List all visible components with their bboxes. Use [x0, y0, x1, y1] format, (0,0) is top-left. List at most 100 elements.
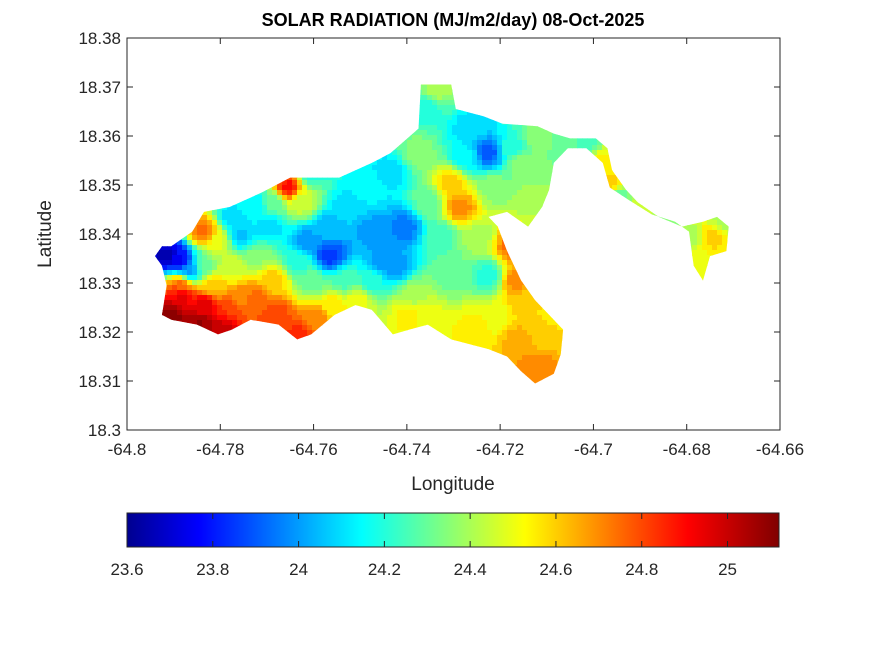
field-cell — [482, 240, 488, 246]
field-cell — [202, 215, 208, 221]
field-cell — [432, 220, 438, 226]
field-cell — [542, 140, 548, 146]
field-cell — [467, 110, 473, 116]
field-cell — [502, 175, 508, 181]
field-cell — [252, 260, 258, 266]
field-cell — [397, 265, 403, 271]
field-cell — [392, 260, 398, 266]
field-cell — [502, 265, 508, 271]
field-cell — [612, 180, 618, 186]
field-cell — [457, 265, 463, 271]
field-cell — [567, 145, 573, 151]
field-cell — [707, 220, 713, 226]
field-cell — [287, 250, 293, 256]
field-cell — [452, 145, 458, 151]
field-cell — [277, 205, 283, 211]
field-cell — [482, 235, 488, 241]
field-cell — [342, 240, 348, 246]
field-cell — [497, 150, 503, 156]
field-cell — [257, 200, 263, 206]
field-cell — [437, 165, 443, 171]
field-cell — [467, 200, 473, 206]
field-cell — [502, 140, 508, 146]
field-cell — [712, 245, 718, 251]
field-cell — [432, 170, 438, 176]
field-cell — [382, 210, 388, 216]
field-cell — [287, 230, 293, 236]
field-cell — [447, 100, 453, 106]
field-cell — [297, 225, 303, 231]
field-cell — [217, 245, 223, 251]
field-cell — [252, 240, 258, 246]
field-cell — [442, 195, 448, 201]
field-cell — [412, 155, 418, 161]
field-cell — [207, 235, 213, 241]
field-cell — [192, 265, 198, 271]
field-cell — [172, 255, 178, 261]
field-cell — [272, 195, 278, 201]
field-cell — [257, 215, 263, 221]
field-cell — [332, 245, 338, 251]
field-cell — [337, 240, 343, 246]
field-cell — [547, 180, 553, 186]
field-cell — [307, 210, 313, 216]
field-cell — [492, 245, 498, 251]
field-cell — [242, 225, 248, 231]
field-cell — [292, 180, 298, 186]
field-cell — [312, 255, 318, 261]
field-cell — [317, 225, 323, 231]
field-cell — [262, 215, 268, 221]
field-cell — [547, 150, 553, 156]
field-cell — [692, 255, 698, 261]
field-cell — [477, 190, 483, 196]
field-cell — [372, 175, 378, 181]
field-cell — [367, 265, 373, 271]
field-cell — [177, 260, 183, 266]
field-cell — [287, 220, 293, 226]
field-cell — [457, 140, 463, 146]
field-cell — [457, 160, 463, 166]
field-cell — [162, 265, 168, 271]
field-cell — [242, 250, 248, 256]
field-cell — [257, 205, 263, 211]
field-cell — [362, 185, 368, 191]
field-cell — [487, 220, 493, 226]
field-cell — [347, 175, 353, 181]
field-cell — [197, 240, 203, 246]
field-cell — [407, 140, 413, 146]
field-cell — [472, 120, 478, 126]
field-cell — [422, 135, 428, 141]
field-cell — [357, 215, 363, 221]
field-cell — [362, 265, 368, 271]
field-cell — [252, 235, 258, 241]
field-cell — [272, 200, 278, 206]
field-cell — [447, 265, 453, 271]
field-cell — [557, 150, 563, 156]
field-cell — [497, 135, 503, 141]
field-cell — [257, 250, 263, 256]
field-cell — [322, 255, 328, 261]
field-cell — [272, 220, 278, 226]
field-cell — [542, 130, 548, 136]
field-cell — [462, 115, 468, 121]
field-cell — [397, 195, 403, 201]
field-cell — [447, 130, 453, 136]
field-cell — [442, 155, 448, 161]
field-cell — [422, 255, 428, 261]
field-cell — [247, 255, 253, 261]
field-cell — [172, 260, 178, 266]
field-cell — [497, 195, 503, 201]
field-cell — [417, 235, 423, 241]
field-cell — [387, 165, 393, 171]
field-cell — [302, 200, 308, 206]
field-cell — [517, 160, 523, 166]
field-cell — [222, 265, 228, 271]
field-cell — [482, 180, 488, 186]
field-cell — [342, 255, 348, 261]
field-cell — [712, 250, 718, 256]
field-cell — [397, 190, 403, 196]
field-cell — [337, 235, 343, 241]
field-cell — [252, 265, 258, 271]
field-cell — [252, 220, 258, 226]
field-cell — [317, 260, 323, 266]
